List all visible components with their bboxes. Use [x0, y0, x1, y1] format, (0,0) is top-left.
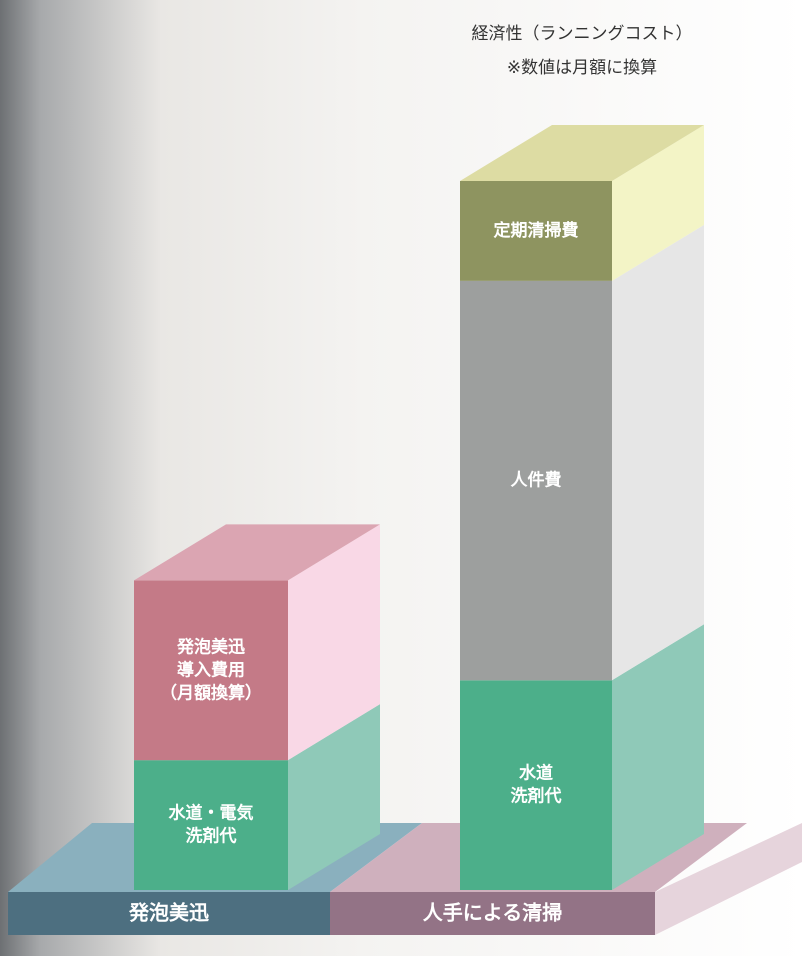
- category-label: 人手による清掃: [423, 901, 562, 925]
- segment-label: 定期清掃費: [494, 220, 579, 241]
- category-band: [8, 892, 330, 935]
- bar-top: [460, 125, 704, 181]
- bar-segment: [460, 680, 612, 890]
- category-label: 発泡美迅: [128, 901, 209, 925]
- segment-label: 人件費: [511, 470, 562, 491]
- bar-segment: [460, 280, 612, 681]
- segment-label: 洗剤代: [511, 786, 562, 807]
- platform-side: [655, 823, 802, 935]
- chart-title: 経済性（ランニングコスト）: [472, 24, 693, 44]
- bar-side: [288, 704, 380, 890]
- segment-label: （月額換算）: [160, 682, 262, 703]
- segment-label: 水道・電気: [169, 803, 254, 824]
- bar-top: [134, 524, 380, 581]
- segment-label: 発泡美迅: [176, 636, 245, 657]
- bar-side: [612, 224, 704, 681]
- bar-side: [612, 125, 704, 281]
- segment-label: 洗剤代: [186, 826, 237, 847]
- chart-subtitle: ※数値は月額に換算: [507, 58, 657, 78]
- bar-side: [288, 524, 380, 761]
- bar-side: [612, 624, 704, 890]
- category-band: [330, 892, 655, 935]
- bar-segment: [134, 580, 288, 761]
- segment-label: 水道: [519, 763, 553, 784]
- segment-label: 導入費用: [177, 659, 245, 680]
- bar-segment: [134, 760, 288, 890]
- bar-segment: [460, 181, 612, 281]
